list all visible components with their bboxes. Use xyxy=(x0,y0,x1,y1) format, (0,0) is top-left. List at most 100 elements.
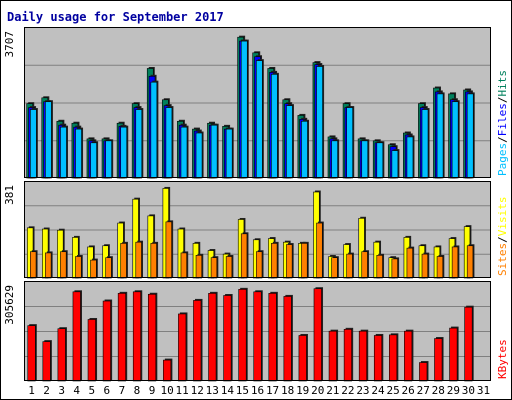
bar-pages-22 xyxy=(346,107,354,179)
bar-sites-7 xyxy=(120,243,127,279)
x-tick-label-28: 28 xyxy=(432,384,445,397)
bar-pages-9 xyxy=(150,81,158,179)
bar-pages-1 xyxy=(30,109,37,179)
bar-sites-6 xyxy=(105,257,112,279)
bar-kbytes-25 xyxy=(389,334,398,382)
x-tick-label-20: 20 xyxy=(311,384,324,397)
bar-pages-4 xyxy=(75,128,82,179)
x-tick-label-25: 25 xyxy=(386,384,399,397)
bar-pages-2 xyxy=(45,101,52,179)
bar-kbytes-16 xyxy=(253,291,262,382)
bar-sites-13 xyxy=(210,257,218,279)
bar-kbytes-18 xyxy=(283,296,292,382)
bar-pages-25 xyxy=(391,150,399,179)
bar-kbytes-23 xyxy=(358,330,368,382)
bar-sites-4 xyxy=(75,256,82,279)
bar-pages-5 xyxy=(90,142,97,179)
x-tick-label-6: 6 xyxy=(104,384,111,397)
bar-kbytes-2 xyxy=(42,341,51,382)
bar-kbytes-29 xyxy=(449,327,458,382)
x-tick-label-2: 2 xyxy=(43,384,50,397)
x-tick-label-13: 13 xyxy=(206,384,219,397)
x-tick-label-9: 9 xyxy=(149,384,156,397)
bar-kbytes-26 xyxy=(404,330,413,382)
x-tick-label-21: 21 xyxy=(326,384,339,397)
legend-separator: / xyxy=(496,236,509,243)
x-tick-label-10: 10 xyxy=(160,384,173,397)
bar-pages-18 xyxy=(286,105,293,179)
bar-pages-12 xyxy=(195,132,203,179)
legend-entry-kbytes: KBytes xyxy=(496,339,509,379)
bar-kbytes-7 xyxy=(117,293,126,382)
bar-sites-21 xyxy=(331,257,338,279)
bar-pages-10 xyxy=(165,107,173,179)
bar-pages-14 xyxy=(225,128,233,179)
bar-pages-26 xyxy=(406,136,414,179)
legend-entry-files: Files xyxy=(496,103,509,136)
bar-kbytes-5 xyxy=(87,319,96,382)
x-tick-label-7: 7 xyxy=(119,384,126,397)
bar-kbytes-9 xyxy=(147,293,157,382)
bar-kbytes-14 xyxy=(223,295,232,382)
bar-sites-12 xyxy=(195,255,203,279)
y-axis-max-label: 305629 xyxy=(3,285,16,325)
bar-sites-16 xyxy=(255,251,263,279)
bar-sites-24 xyxy=(376,255,383,279)
bar-pages-28 xyxy=(436,93,444,179)
bar-kbytes-30 xyxy=(464,306,473,382)
bar-kbytes-22 xyxy=(343,329,352,382)
bar-kbytes-15 xyxy=(238,289,247,382)
legend-entry-hits: Hits xyxy=(496,70,509,97)
x-tick-label-15: 15 xyxy=(236,384,249,397)
x-tick-label-26: 26 xyxy=(402,384,415,397)
x-tick-label-22: 22 xyxy=(341,384,354,397)
bar-pages-19 xyxy=(301,120,308,179)
bar-sites-22 xyxy=(346,253,353,279)
bar-kbytes-8 xyxy=(132,291,142,382)
bar-sites-3 xyxy=(60,251,67,279)
bar-sites-14 xyxy=(225,256,233,279)
x-tick-label-31: 31 xyxy=(477,384,490,397)
bar-pages-6 xyxy=(105,140,112,179)
panel-kbytes: 305629 KBytes xyxy=(3,281,509,382)
bar-pages-27 xyxy=(421,109,429,179)
bar-kbytes-20 xyxy=(313,288,322,382)
bar-kbytes-13 xyxy=(208,293,217,382)
bar-pages-15 xyxy=(240,40,248,179)
legend-visits-sites: Sites/Visits xyxy=(496,197,509,277)
bar-kbytes-27 xyxy=(419,362,428,382)
bar-sites-27 xyxy=(421,253,429,279)
legend-separator: / xyxy=(496,97,509,104)
legend-entry-visits: Visits xyxy=(496,197,509,237)
bar-kbytes-19 xyxy=(298,335,307,382)
panel-border xyxy=(24,281,491,381)
bar-sites-11 xyxy=(180,252,187,279)
panel-border xyxy=(24,181,491,278)
bar-sites-8 xyxy=(135,241,142,279)
bar-sites-26 xyxy=(406,247,413,279)
bar-pages-17 xyxy=(271,74,278,179)
bar-kbytes-21 xyxy=(328,330,337,382)
bar-kbytes-10 xyxy=(163,359,172,382)
x-tick-label-3: 3 xyxy=(58,384,65,397)
legend-entry-sites: Sites xyxy=(496,243,509,276)
y-axis-max-label: 3707 xyxy=(3,31,16,58)
bar-sites-5 xyxy=(90,259,97,279)
bar-kbytes-4 xyxy=(72,291,81,382)
legend-kbytes: KBytes xyxy=(496,339,509,379)
bar-pages-30 xyxy=(466,93,474,179)
bar-sites-1 xyxy=(30,251,37,279)
bar-sites-10 xyxy=(165,221,172,279)
x-tick-label-19: 19 xyxy=(296,384,309,397)
x-tick-label-23: 23 xyxy=(356,384,369,397)
bar-sites-2 xyxy=(45,252,52,279)
bar-sites-19 xyxy=(301,243,308,279)
x-tick-label-11: 11 xyxy=(176,384,189,397)
y-axis-max-label: 381 xyxy=(3,185,16,205)
x-tick-label-24: 24 xyxy=(371,384,385,397)
x-tick-label-5: 5 xyxy=(88,384,95,397)
bar-sites-25 xyxy=(391,258,398,279)
bar-sites-17 xyxy=(271,243,278,279)
